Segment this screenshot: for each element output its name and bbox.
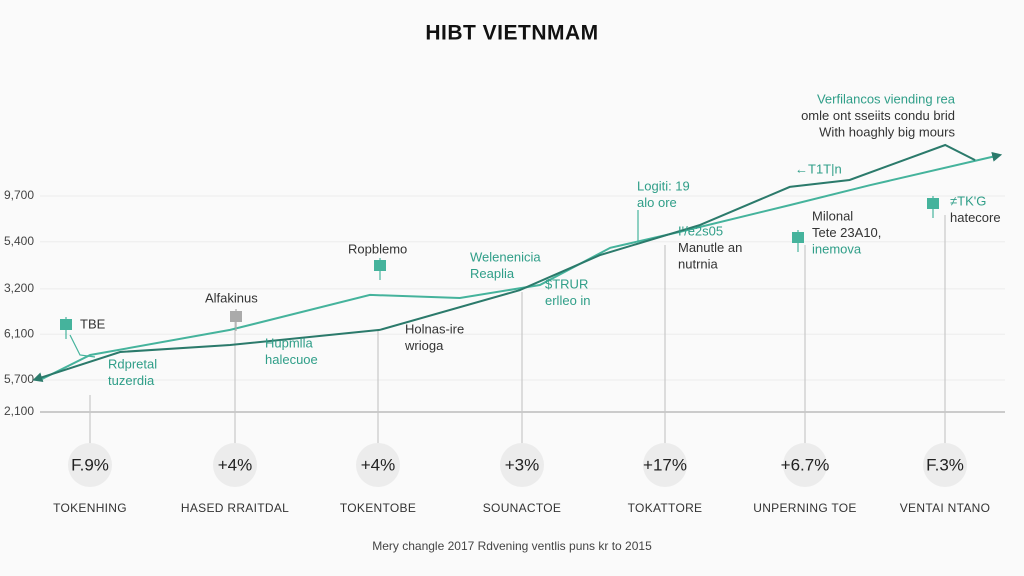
annotation: halecuoe <box>265 352 318 367</box>
badge-label: UNPERNING TOE <box>753 501 856 515</box>
annotation: Reaplia <box>470 266 515 281</box>
badge-label: TOKENTOBE <box>340 501 416 515</box>
annotation: Rdpretal <box>108 356 157 371</box>
annotation: wrioga <box>404 338 444 353</box>
annotation: hatecore <box>950 210 1001 225</box>
annotation: omle ont sseiits condu brid <box>801 108 955 123</box>
annotation: Ropblemo <box>348 241 407 256</box>
annotation: I'/e2s05 <box>678 223 723 238</box>
footnote: Mery changle 2017 Rdvening ventlis puns … <box>372 539 652 553</box>
annotation: Welenenicia <box>470 249 541 264</box>
annotation: ←T1T|n <box>795 161 842 176</box>
annotation: alo ore <box>637 195 677 210</box>
badge-circle <box>643 443 687 487</box>
badge-label: TOKATTORE <box>628 501 703 515</box>
flag <box>927 198 939 209</box>
chart-title: HIBT VIETNMAM <box>425 22 598 45</box>
annotation: TBE <box>80 316 106 331</box>
annotation: $TRUR <box>545 276 588 291</box>
series-line <box>39 151 1003 381</box>
badge-value: F.9% <box>71 455 109 474</box>
annotation: Milonal <box>812 208 853 223</box>
y-tick-label: 6,100 <box>4 326 34 340</box>
y-tick-label: 2,100 <box>4 404 34 418</box>
flag <box>374 260 386 271</box>
annotation: Tete 23A10, <box>812 225 881 240</box>
pointer <box>69 334 96 358</box>
badge-value: +17% <box>643 455 687 474</box>
annotation: With hoaghly big mours <box>819 124 955 139</box>
annotation: Verfilancos viending rea <box>817 91 956 106</box>
series-line <box>32 143 976 383</box>
annotation: inemova <box>812 241 862 256</box>
annotation: Holnas-ire <box>405 321 464 336</box>
badge-value: +3% <box>505 455 540 474</box>
badge-label: SOUNACTOE <box>483 501 562 515</box>
annotation: erlleo in <box>545 293 591 308</box>
flag <box>230 311 242 322</box>
annotation: Hupmlla <box>265 335 313 350</box>
badge-circle <box>923 443 967 487</box>
flag <box>60 319 72 330</box>
y-tick-label: 5,700 <box>4 372 34 386</box>
badge-circle <box>356 443 400 487</box>
badge-value: +4% <box>361 455 396 474</box>
annotation: tuzerdia <box>108 373 155 388</box>
badge-value: +6.7% <box>781 455 830 474</box>
badge-label: TOKENHING <box>53 501 127 515</box>
badge-circle <box>213 443 257 487</box>
annotation: Manutle an <box>678 240 742 255</box>
badge-value: F.3% <box>926 455 964 474</box>
y-tick-label: 5,400 <box>4 234 34 248</box>
badge-circle <box>68 443 112 487</box>
badge-circle <box>500 443 544 487</box>
badge-label: HASED RRAITDAL <box>181 501 289 515</box>
y-tick-label: 3,200 <box>4 281 34 295</box>
annotation: Logiti: 19 <box>637 178 690 193</box>
badge-circle <box>783 443 827 487</box>
badge-label: VENTAI NTANO <box>900 501 991 515</box>
annotation: nutrnia <box>678 256 719 271</box>
y-tick-label: 9,700 <box>4 188 34 202</box>
badge-value: +4% <box>218 455 253 474</box>
annotation: Alfakinus <box>205 290 258 305</box>
flag <box>792 232 804 243</box>
annotation: ≠TK'G <box>950 193 986 208</box>
